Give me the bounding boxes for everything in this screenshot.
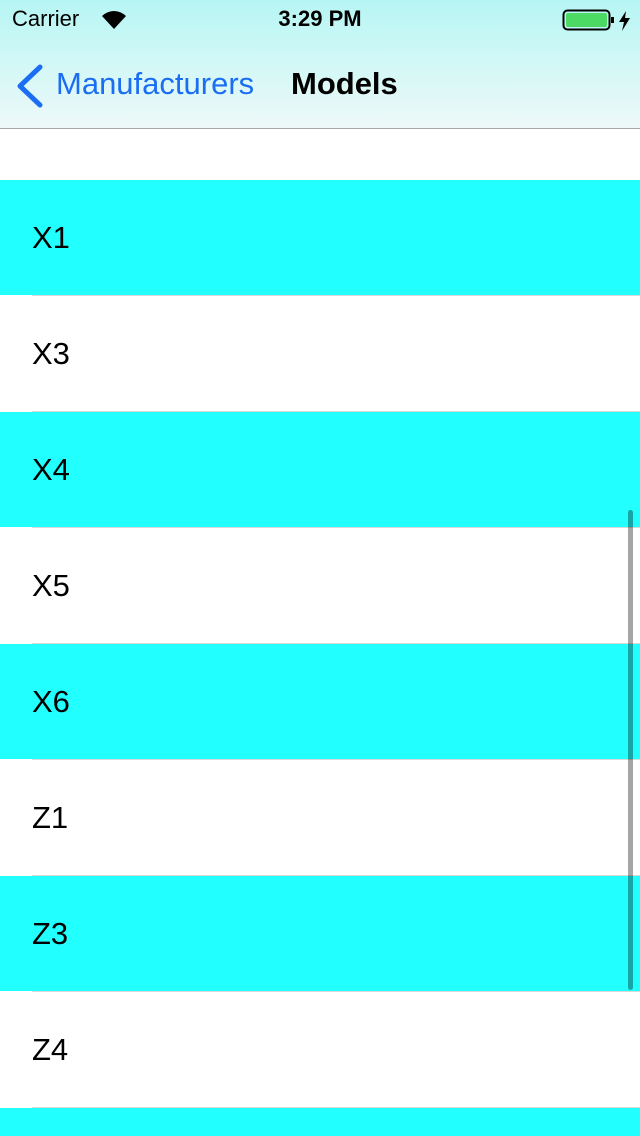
separator [32,643,640,644]
table-row[interactable]: Z3 [0,876,640,992]
separator [32,991,640,992]
row-label: X3 [32,336,70,371]
row-label: X6 [32,684,70,719]
separator [32,875,640,876]
row-label: X4 [32,452,70,487]
header: Carrier 3:29 PM Manufacturers Models [0,0,640,129]
back-button[interactable]: Manufacturers [56,66,255,101]
carrier: Carrier [12,6,80,31]
separator [32,759,640,760]
separator [32,1107,640,1108]
row-label: Z3 [32,916,69,951]
table-row[interactable]: X1 [0,180,640,296]
wifi-icon [102,11,126,29]
separator [32,527,640,528]
row-label: Z4 [32,1032,69,1067]
table-row[interactable]: X5 [0,528,640,644]
table-row[interactable]: Z4 [0,992,640,1108]
table-row[interactable]: X4 [0,412,640,528]
table-row[interactable]: X3 [0,296,640,412]
scroll-indicator [628,510,633,990]
back-chevron[interactable] [14,64,46,108]
time: 3:29 PM [278,6,362,31]
nav-title: Models [291,66,398,101]
row-label: Z1 [32,800,69,835]
separator [32,411,640,412]
battery-icon [562,9,630,31]
row-label: X5 [32,568,70,603]
table-row[interactable] [0,1108,640,1136]
separator [32,295,640,296]
table-row[interactable]: X6 [0,644,640,760]
row-label: X1 [32,220,70,255]
table-row[interactable]: Z1 [0,760,640,876]
